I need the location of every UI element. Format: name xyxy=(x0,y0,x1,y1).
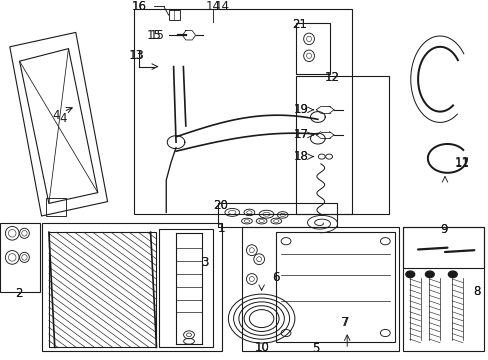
Text: 5: 5 xyxy=(311,342,319,355)
Bar xyxy=(217,203,337,227)
Text: 8: 8 xyxy=(472,285,480,298)
Bar xyxy=(46,198,66,216)
Text: 18: 18 xyxy=(293,150,307,163)
Text: 20: 20 xyxy=(213,199,228,212)
Text: 19: 19 xyxy=(293,103,307,116)
Text: 11: 11 xyxy=(454,156,468,168)
Text: 5: 5 xyxy=(311,342,319,355)
Text: 16: 16 xyxy=(132,0,146,13)
Text: 6: 6 xyxy=(272,271,280,284)
Bar xyxy=(276,232,394,342)
Text: 1: 1 xyxy=(217,222,224,235)
Bar xyxy=(295,76,388,214)
Bar xyxy=(134,9,351,214)
Text: 7: 7 xyxy=(340,316,348,329)
Text: 17: 17 xyxy=(293,129,308,141)
Text: 12: 12 xyxy=(325,71,339,84)
Text: 18: 18 xyxy=(293,150,308,163)
Text: 19: 19 xyxy=(293,103,308,116)
Text: 6: 6 xyxy=(272,271,280,284)
Text: 9: 9 xyxy=(439,223,447,236)
Text: 3: 3 xyxy=(200,256,208,269)
Text: 2: 2 xyxy=(15,287,22,300)
Text: 10: 10 xyxy=(254,341,268,354)
Text: 15: 15 xyxy=(146,29,161,42)
Text: 3: 3 xyxy=(200,256,208,269)
Text: 10: 10 xyxy=(254,341,268,354)
Text: 12: 12 xyxy=(325,71,339,84)
Bar xyxy=(403,227,483,351)
Bar xyxy=(41,223,222,351)
Text: 21: 21 xyxy=(291,18,306,31)
Bar xyxy=(49,232,156,347)
Text: 8: 8 xyxy=(472,285,480,298)
Text: 15: 15 xyxy=(150,29,164,42)
Text: 14: 14 xyxy=(205,0,220,13)
Text: 11: 11 xyxy=(454,157,468,170)
Circle shape xyxy=(405,271,414,278)
Circle shape xyxy=(447,271,456,278)
Bar xyxy=(159,229,212,347)
Bar xyxy=(295,23,329,74)
Text: 4: 4 xyxy=(52,109,60,122)
Text: 16: 16 xyxy=(132,0,146,13)
Text: 14: 14 xyxy=(215,0,229,13)
Bar xyxy=(168,10,180,20)
Text: 9: 9 xyxy=(439,223,447,236)
Text: 13: 13 xyxy=(129,49,144,62)
Text: 7: 7 xyxy=(342,316,349,329)
Bar xyxy=(403,227,483,268)
Text: 1: 1 xyxy=(217,222,224,235)
Text: 4: 4 xyxy=(60,112,67,125)
Text: 21: 21 xyxy=(291,18,306,31)
Bar xyxy=(242,227,398,351)
Text: 2: 2 xyxy=(15,287,22,300)
Polygon shape xyxy=(20,49,98,203)
Circle shape xyxy=(425,271,433,278)
Bar xyxy=(0,223,40,292)
Text: 13: 13 xyxy=(128,49,143,62)
Text: 20: 20 xyxy=(213,199,228,212)
Text: 17: 17 xyxy=(293,129,307,141)
